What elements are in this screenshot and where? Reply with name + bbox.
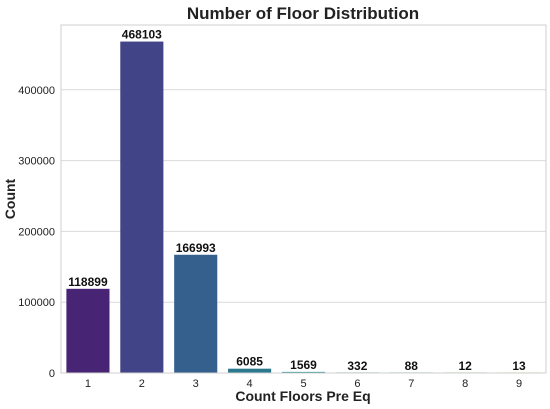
plot-frame <box>60 24 547 374</box>
x-tick-label: 6 <box>354 378 360 390</box>
bars <box>66 41 541 374</box>
x-tick-label: 9 <box>516 378 522 390</box>
bar-4 <box>228 368 272 373</box>
x-tick-label: 2 <box>139 378 145 390</box>
data-labels: 118899 468103 166993 6085 1569 332 88 12 13 <box>68 28 526 373</box>
bar-5 <box>281 371 326 373</box>
x-tick-labels: 1 2 3 4 5 6 7 8 9 <box>85 378 522 390</box>
data-label: 118899 <box>68 275 108 289</box>
x-tick-label: 7 <box>408 378 414 390</box>
data-label: 332 <box>347 359 367 373</box>
data-label: 468103 <box>122 28 162 42</box>
y-tick-labels: 0 100000 200000 300000 400000 <box>18 85 55 380</box>
y-axis-label: Count <box>2 178 18 219</box>
y-tick-label: 300000 <box>18 156 55 168</box>
data-label: 88 <box>405 359 419 373</box>
data-label: 166993 <box>176 241 216 255</box>
bar-3 <box>174 254 218 373</box>
data-label: 6085 <box>236 355 263 369</box>
data-label: 1569 <box>290 358 317 372</box>
data-label: 13 <box>512 359 526 373</box>
y-tick-label: 400000 <box>18 85 55 97</box>
x-tick-label: 5 <box>300 378 306 390</box>
x-tick-label: 4 <box>247 378 253 390</box>
x-tick-label: 8 <box>462 378 468 390</box>
x-axis-label: Count Floors Pre Eq <box>235 388 370 404</box>
chart-title: Number of Floor Distribution <box>187 4 419 23</box>
x-tick-label: 1 <box>85 378 91 390</box>
data-label: 12 <box>458 359 472 373</box>
bar-1 <box>66 288 110 373</box>
y-tick-label: 100000 <box>18 297 55 309</box>
y-tick-label: 200000 <box>18 226 55 238</box>
x-tick-label: 3 <box>193 378 199 390</box>
bar-2 <box>120 41 164 374</box>
y-tick-label: 0 <box>49 368 55 380</box>
